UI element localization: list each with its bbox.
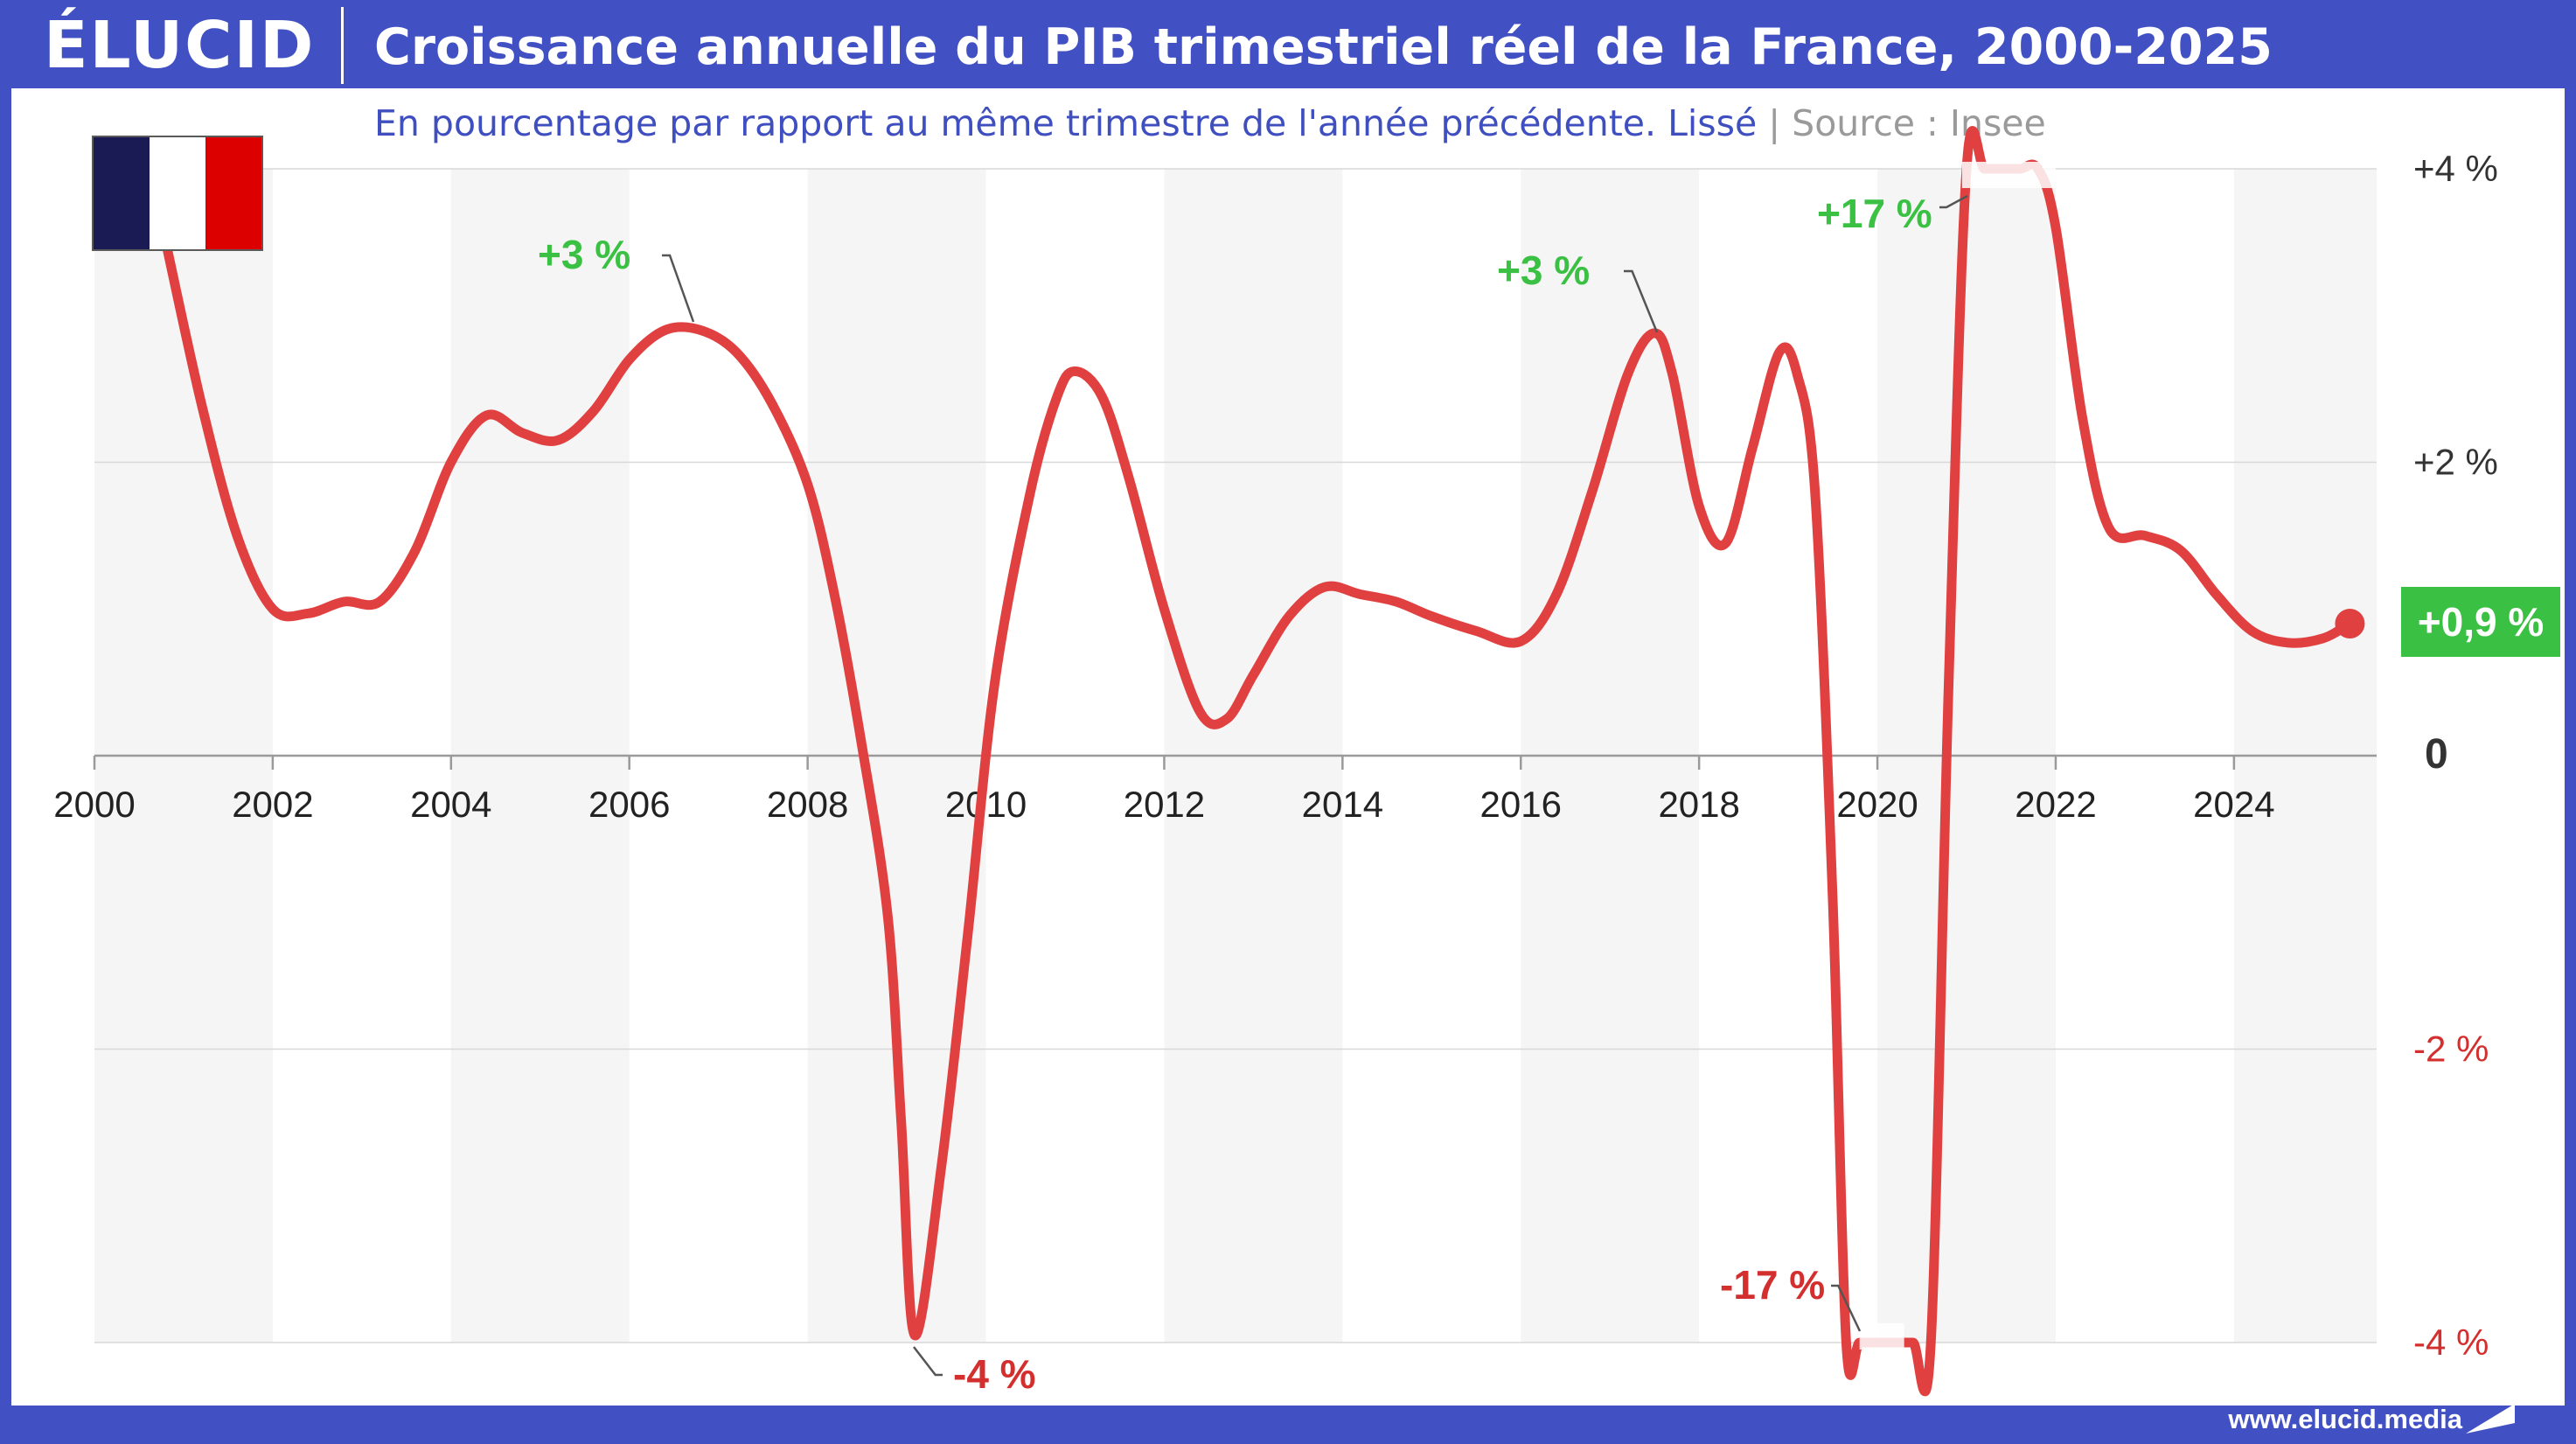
last-value-badge (2401, 587, 2560, 657)
flag-stripe-blue (94, 137, 150, 249)
offscale-fade-bottom (1859, 1323, 1904, 1350)
subtitle-text: En pourcentage par rapport au même trime… (374, 102, 1758, 144)
chart-title: Croissance annuelle du PIB trimestriel r… (374, 18, 2273, 76)
annotation-label: -17 % (1720, 1262, 1825, 1308)
annotation-leader (662, 254, 695, 323)
x-tick-label: 2002 (232, 784, 313, 825)
last-value-dot (2335, 609, 2365, 639)
x-tick-label: 2024 (2193, 784, 2274, 825)
annotation-leader (1939, 194, 1968, 209)
annotation-label: -4 % (953, 1351, 1036, 1397)
annotation-leader (1624, 269, 1659, 333)
y-tick-label: +4 % (2413, 148, 2498, 189)
offscale-fade-top (1961, 162, 2056, 188)
annotation-leader (1831, 1284, 1862, 1332)
source-label: Source : Insee (1792, 102, 2046, 144)
last-value-label: +0,9 % (2418, 599, 2545, 645)
elucid-mark-icon (2466, 1404, 2515, 1434)
x-tick-label: 2004 (410, 784, 491, 825)
chart-subtitle: En pourcentage par rapport au même trime… (374, 99, 2046, 148)
subtitle-separator: | (1768, 102, 1781, 144)
france-flag-icon (92, 136, 263, 251)
x-tick-label: 2012 (1124, 784, 1205, 825)
elucid-logo[interactable]: ÉLUCID (44, 8, 316, 83)
y-tick-label: +2 % (2413, 442, 2498, 483)
x-tick-label: 2022 (2015, 784, 2096, 825)
y-tick-label: 0 (2425, 731, 2448, 778)
flag-stripe-white (150, 137, 205, 249)
footer-url[interactable]: www.elucid.media (2228, 1404, 2462, 1434)
annotation-label: +3 % (1497, 248, 1590, 293)
x-tick-label: 2016 (1480, 784, 1562, 825)
y-tick-label: -2 % (2413, 1029, 2489, 1070)
annotation-label: +17 % (1817, 191, 1932, 236)
series-line (161, 125, 2355, 1397)
flag-stripe-red (205, 137, 261, 249)
x-tick-label: 2006 (588, 784, 670, 825)
annotation-label: +3 % (538, 232, 630, 277)
y-tick-label: -4 % (2413, 1322, 2489, 1363)
x-tick-label: 2018 (1658, 784, 1739, 825)
x-tick-label: 2000 (53, 784, 135, 825)
header-divider (341, 7, 344, 84)
x-tick-label: 2008 (767, 784, 848, 825)
x-tick-label: 2014 (1302, 784, 1383, 825)
annotation-leader (913, 1346, 943, 1377)
x-tick-label: 2020 (1836, 784, 1918, 825)
